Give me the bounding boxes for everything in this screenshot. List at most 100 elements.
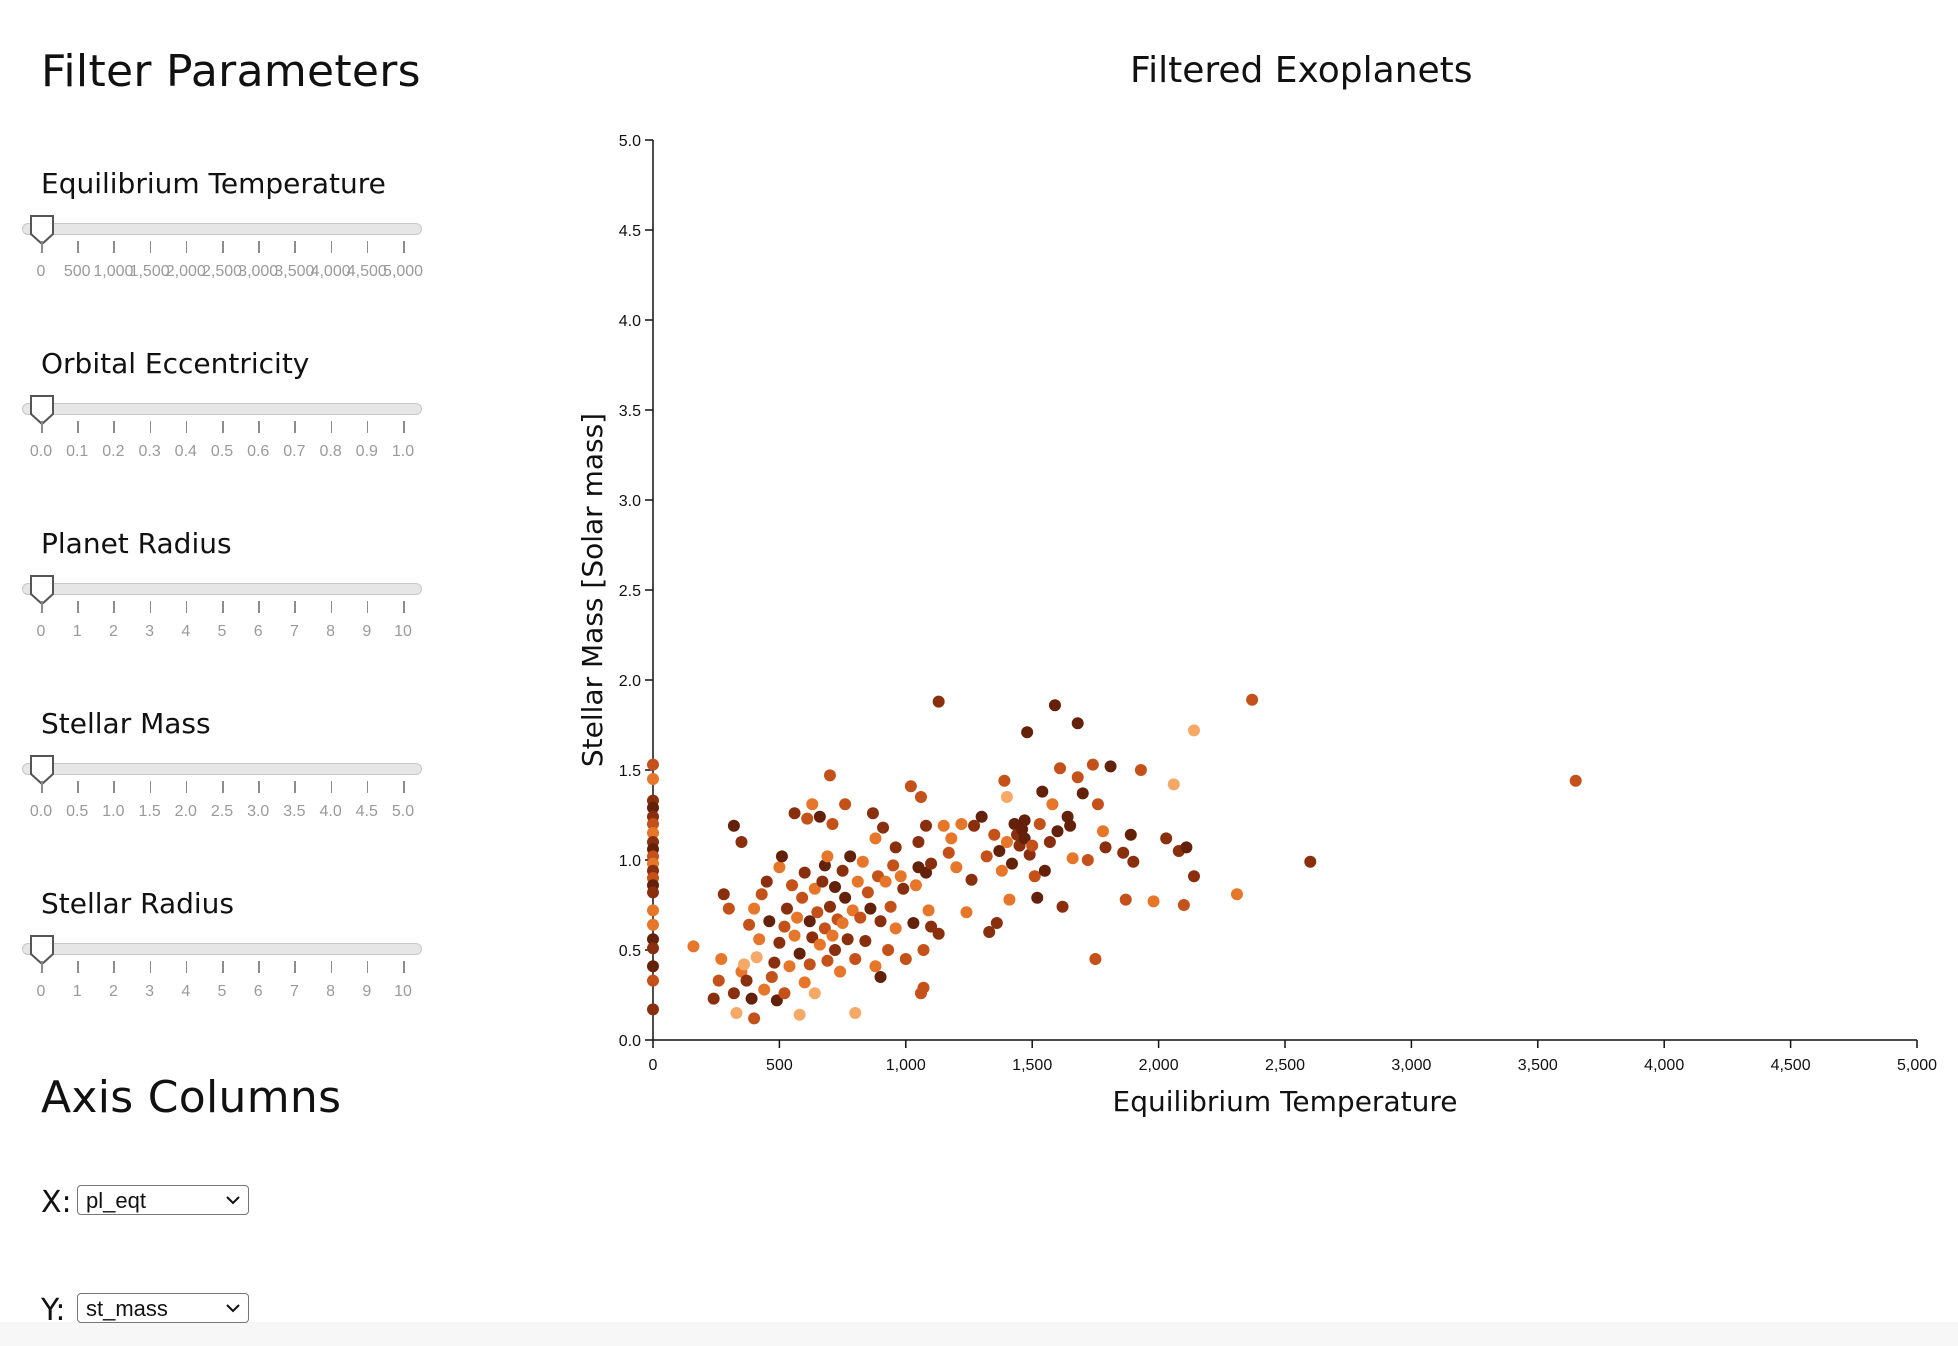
data-point	[760, 875, 773, 888]
data-point	[1033, 818, 1046, 830]
data-point	[1134, 764, 1147, 776]
data-point	[647, 1003, 659, 1016]
data-point	[932, 695, 945, 708]
slider-track[interactable]	[22, 403, 422, 415]
slider-tick-label: 0.5	[66, 803, 89, 820]
slider-track[interactable]	[22, 223, 422, 235]
data-point	[998, 774, 1011, 787]
data-point	[748, 1012, 761, 1025]
data-points	[647, 693, 1582, 1025]
slider-equilibrium-temperature[interactable]: Equilibrium Temperature 0 500 1,000 1,500 2,…	[22, 167, 432, 280]
data-point	[925, 857, 938, 870]
data-point	[778, 987, 791, 1000]
slider-track[interactable]	[22, 583, 422, 595]
data-point	[1091, 798, 1104, 811]
slider-tick	[330, 961, 333, 973]
page-footer-band	[0, 1322, 1958, 1346]
slider-handle[interactable]	[29, 934, 55, 966]
slider-tick	[113, 961, 115, 973]
x-axis-select-value: pl_eqt	[86, 1188, 146, 1213]
x-axis-title: Equilibrium Temperature	[1113, 1085, 1458, 1118]
slider-handle[interactable]	[29, 394, 55, 426]
data-point	[884, 900, 897, 913]
data-point	[806, 798, 819, 811]
slider-tick-label: 1	[72, 983, 82, 1000]
data-point	[869, 960, 882, 973]
slider-tick	[366, 241, 369, 253]
data-point	[1127, 855, 1140, 868]
data-point	[1119, 893, 1132, 906]
data-point	[1076, 787, 1089, 800]
slider-tick-labels: 0 1 2 3 4 5 6 7 8 9 10	[37, 983, 412, 1003]
data-point	[712, 974, 725, 987]
slider-tick	[77, 421, 79, 433]
data-point	[1177, 899, 1190, 911]
data-point	[647, 933, 659, 946]
data-point	[770, 994, 783, 1007]
slider-tick-label: 8	[326, 623, 336, 640]
slider-tick	[366, 961, 369, 973]
slider-tick	[294, 241, 296, 253]
slider-tick-label: 9	[362, 623, 372, 640]
data-point	[1018, 832, 1031, 845]
data-point	[801, 812, 814, 825]
data-point	[1036, 785, 1049, 798]
slider-stellar-radius[interactable]: Stellar Radius 0 1 2 3 4 5 6 7 8 9 10	[22, 887, 432, 1000]
slider-tick-label: 3	[145, 623, 155, 640]
slider-tick	[41, 961, 43, 973]
slider-stellar-mass[interactable]: Stellar Mass 0.0 0.5 1.0 1.5 2.0 2.5 3.0 3.5 4.0…	[22, 707, 432, 820]
slider-tick-labels: 0 500 1,000 1,500 2,000 2,500 3,000 3,500 4,000 4…	[37, 263, 423, 283]
data-point	[1071, 717, 1084, 730]
data-point	[647, 960, 659, 973]
y-tick-label: 4.5	[619, 223, 641, 240]
data-point	[1031, 891, 1044, 904]
data-point	[1304, 855, 1317, 868]
slider-orbital-eccentricity[interactable]: Orbital Eccentricity 0.0 0.1 0.2 0.3 0.4 0.5 0…	[22, 347, 432, 460]
slider-handle[interactable]	[29, 754, 55, 786]
data-point	[914, 791, 927, 803]
slider-tick	[366, 601, 369, 613]
slider-tick	[330, 421, 333, 433]
data-point	[937, 819, 950, 832]
slider-tick	[41, 241, 43, 253]
data-point	[717, 888, 730, 901]
slider-tick-label: 6	[253, 983, 263, 1000]
slider-tick-label: 0.8	[319, 443, 342, 460]
slider-tick-label: 10	[394, 983, 412, 1000]
data-point	[1180, 841, 1193, 854]
slider-tick-label: 5	[217, 983, 227, 1000]
slider-track[interactable]	[22, 763, 422, 775]
data-point	[818, 922, 831, 935]
data-point	[879, 875, 892, 888]
slider-tick-label: 5.0	[391, 803, 415, 820]
slider-tick	[149, 241, 152, 253]
slider-planet-radius[interactable]: Planet Radius 0 1 2 3 4 5 6 7 8 9 10	[22, 527, 432, 640]
data-point	[1021, 726, 1034, 739]
slider-tick-label: 4,500	[346, 263, 387, 280]
slider-tick	[113, 601, 115, 613]
data-point	[1230, 888, 1243, 901]
data-point	[861, 886, 874, 899]
data-point	[1104, 760, 1117, 773]
data-point	[864, 902, 877, 915]
data-point	[1160, 832, 1173, 845]
slider-tick-label: 2,500	[201, 263, 243, 280]
slider-handle[interactable]	[29, 214, 55, 246]
slider-track[interactable]	[22, 943, 422, 955]
data-point	[796, 891, 809, 904]
data-point	[1054, 762, 1067, 775]
data-point	[960, 906, 973, 919]
slider-tick-labels: 0.0 0.5 1.0 1.5 2.0 2.5 3.0 3.5 4.0 4.5 5.0	[30, 803, 414, 823]
data-point	[1000, 836, 1013, 848]
data-point	[839, 891, 852, 904]
y-axis-select[interactable]: st_mass	[77, 1293, 249, 1323]
y-tick-label: 1.5	[619, 763, 641, 780]
scatter-chart: 0.0 0.5 1.0 1.5 2.0 2.5 3.0 3.5 4.0 4.5 5.0 0 500 1,…	[576, 133, 1937, 1118]
y-tick-label: 3.0	[619, 493, 641, 510]
slider-tick	[222, 961, 224, 973]
data-point	[968, 819, 981, 832]
slider-tick-label: 3	[145, 983, 155, 1000]
x-axis-select[interactable]: pl_eqt	[77, 1185, 249, 1215]
data-point	[803, 915, 816, 928]
slider-handle[interactable]	[29, 574, 55, 606]
